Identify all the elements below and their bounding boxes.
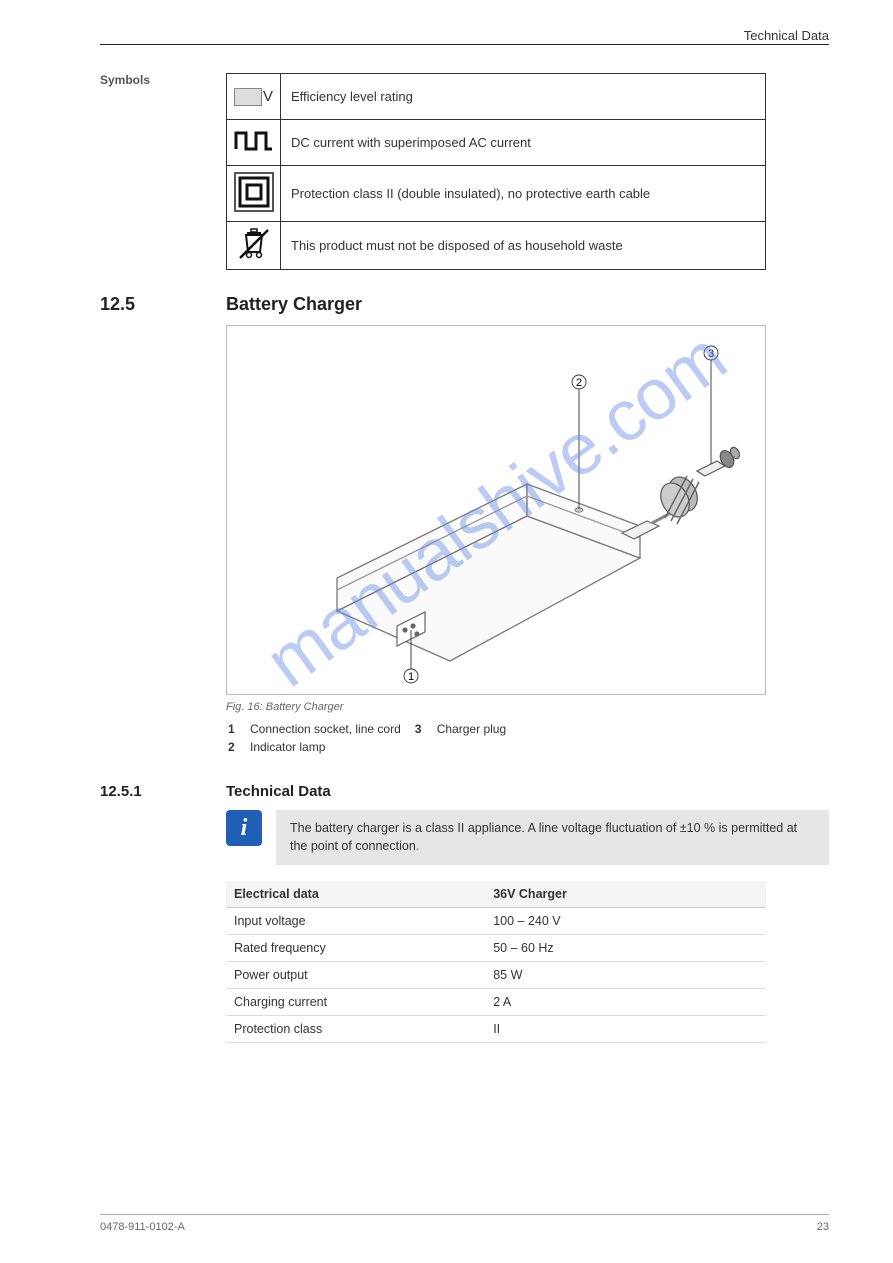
symbol-desc: This product must not be disposed of as … — [281, 222, 766, 270]
header-title: Technical Data — [744, 28, 829, 43]
spec-val: 85 W — [485, 962, 766, 989]
symbol-desc: Protection class II (double insulated), … — [281, 166, 766, 222]
section-number: 12.5 — [100, 294, 206, 315]
table-header-row: Electrical data 36V Charger — [226, 881, 766, 908]
symbol-desc: DC current with superimposed AC current — [281, 120, 766, 166]
svg-text:3: 3 — [708, 348, 714, 360]
symbol-desc: Efficiency level rating — [281, 74, 766, 120]
legend-num: 1 — [228, 721, 248, 737]
col-header: Electrical data — [226, 881, 485, 908]
charger-illustration: 1 2 3 — [227, 326, 766, 695]
symbols-table: V Efficiency level rating DC current wit… — [226, 73, 766, 270]
table-row: Rated frequency50 – 60 Hz — [226, 935, 766, 962]
spec-key: Protection class — [226, 1016, 485, 1043]
spec-key: Power output — [226, 962, 485, 989]
spec-table: Electrical data 36V Charger Input voltag… — [226, 881, 766, 1043]
spec-val: 50 – 60 Hz — [485, 935, 766, 962]
symbols-label: Symbols — [100, 73, 206, 87]
table-row: Protection classII — [226, 1016, 766, 1043]
page-footer: 0478-911-0102-A 23 — [100, 1214, 829, 1233]
spec-val: 2 A — [485, 989, 766, 1016]
table-row: DC current with superimposed AC current — [227, 120, 766, 166]
spec-key: Rated frequency — [226, 935, 485, 962]
info-note: i The battery charger is a class II appl… — [226, 810, 829, 865]
subsection-title: Technical Data — [226, 783, 829, 800]
col-header: 36V Charger — [485, 881, 766, 908]
no-household-waste-icon — [227, 222, 281, 270]
table-row: Power output85 W — [226, 962, 766, 989]
figure-battery-charger: manualshive.com — [226, 325, 766, 695]
legend-text: Connection socket, line cord — [250, 721, 413, 737]
spec-val: II — [485, 1016, 766, 1043]
figure-caption: Fig. 16: Battery Charger — [226, 701, 829, 713]
table-row: Charging current2 A — [226, 989, 766, 1016]
efficiency-level-icon: V — [227, 74, 281, 120]
legend-text: Charger plug — [437, 721, 518, 737]
footer-page-number: 23 — [817, 1221, 829, 1233]
legend-num: 3 — [415, 721, 435, 737]
spec-key: Input voltage — [226, 908, 485, 935]
table-row: Protection class II (double insulated), … — [227, 166, 766, 222]
section-title: Battery Charger — [226, 294, 829, 315]
header-rule — [100, 44, 829, 45]
info-icon: i — [226, 810, 262, 846]
figure-legend: 1 Connection socket, line cord 3 Charger… — [226, 719, 520, 757]
subsection-number: 12.5.1 — [100, 783, 206, 800]
svg-text:2: 2 — [576, 377, 582, 389]
table-row: This product must not be disposed of as … — [227, 222, 766, 270]
legend-text: Indicator lamp — [250, 739, 413, 755]
footer-left: 0478-911-0102-A — [100, 1221, 185, 1233]
dc-ac-current-icon — [227, 120, 281, 166]
spec-val: 100 – 240 V — [485, 908, 766, 935]
spec-key: Charging current — [226, 989, 485, 1016]
legend-num: 2 — [228, 739, 248, 755]
table-row: Input voltage100 – 240 V — [226, 908, 766, 935]
table-row: V Efficiency level rating — [227, 74, 766, 120]
note-text: The battery charger is a class II applia… — [276, 810, 829, 865]
svg-text:1: 1 — [408, 671, 414, 683]
protection-class-2-icon — [227, 166, 281, 222]
